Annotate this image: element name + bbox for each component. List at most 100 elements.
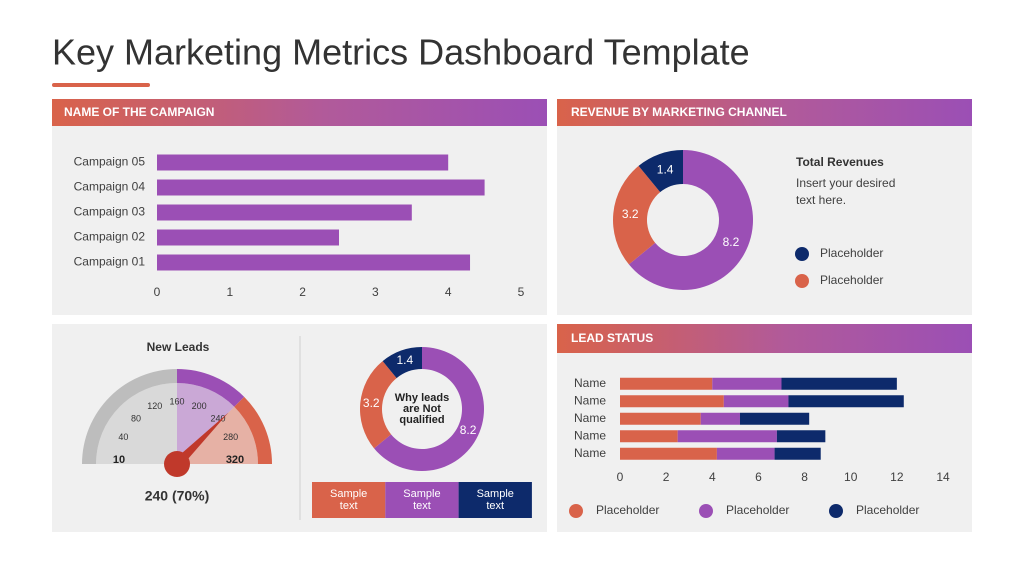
x-tick-label: 6	[755, 470, 762, 484]
donut-slice	[613, 165, 661, 265]
gauge-tick-label: 240	[210, 413, 225, 423]
x-tick-label: 4	[709, 470, 716, 484]
bar-segment	[723, 395, 789, 408]
page-title: Key Marketing Metrics Dashboard Template	[52, 32, 750, 73]
data-label: 8.2	[723, 235, 740, 249]
legend-marker	[795, 274, 809, 288]
gauge-band	[234, 396, 272, 464]
gauge-needle	[173, 412, 229, 468]
panel-title: LEAD STATUS	[571, 331, 653, 345]
legend-box	[458, 482, 532, 518]
data-label: 1.4	[396, 353, 413, 367]
panel-header	[52, 99, 547, 126]
panel-header	[557, 324, 972, 353]
x-tick-label: 3	[372, 285, 379, 299]
category-label: Campaign 04	[74, 180, 146, 194]
bar-segment	[776, 430, 826, 443]
category-label: Name	[574, 393, 606, 407]
bar	[157, 254, 471, 271]
bar-segment	[781, 377, 897, 390]
data-label: 1.4	[657, 162, 674, 176]
category-label: Campaign 03	[74, 205, 146, 219]
gauge-tick-label: 320	[226, 454, 244, 466]
bar-segment	[620, 377, 713, 390]
category-label: Name	[574, 411, 606, 425]
category-label: Campaign 05	[74, 155, 146, 169]
donut-slice	[628, 150, 754, 290]
center-label-box: Why leads are Not qualified	[394, 391, 450, 426]
data-label: 8.2	[460, 423, 477, 437]
x-tick-label: 4	[445, 285, 452, 299]
bar-segment	[620, 412, 701, 425]
panel-header	[557, 99, 972, 126]
gauge-tick-label: 200	[192, 401, 207, 411]
category-label: Name	[574, 376, 606, 390]
title-underline	[52, 83, 150, 87]
donut-slice	[360, 361, 397, 449]
gauge-hub	[164, 451, 190, 477]
bar-segment	[712, 377, 782, 390]
gauge-tick-label: 10	[113, 454, 125, 466]
gauge-tick-label: 40	[118, 432, 128, 442]
bar-segment	[620, 447, 717, 460]
data-label: 3.2	[363, 396, 380, 410]
gauge-fill	[177, 406, 258, 464]
gauge-band	[82, 369, 177, 464]
legend-label: Placeholder	[726, 503, 789, 517]
bar-segment	[774, 447, 821, 460]
bar	[157, 179, 485, 196]
gauge-fill	[177, 383, 235, 464]
gauge-tick-label: 280	[223, 432, 238, 442]
x-tick-label: 14	[936, 470, 950, 484]
donut-slice	[382, 347, 422, 379]
panel-title: REVENUE BY MARKETING CHANNEL	[571, 105, 787, 119]
donut-slice	[638, 150, 683, 193]
legend-marker	[569, 504, 583, 518]
x-tick-label: 2	[663, 470, 670, 484]
x-tick-label: 2	[299, 285, 306, 299]
x-tick-label: 8	[801, 470, 808, 484]
x-tick-label: 12	[890, 470, 904, 484]
legend-marker	[699, 504, 713, 518]
note-text: Insert your desired text here.	[796, 176, 896, 207]
legend-marker	[795, 247, 809, 261]
panel-title: NAME OF THE CAMPAIGN	[64, 105, 214, 119]
bar	[157, 154, 449, 171]
data-label: 3.2	[622, 207, 639, 221]
note-title: Total Revenues	[796, 155, 884, 169]
legend-label: Placeholder	[820, 273, 883, 287]
gauge-fill	[96, 383, 177, 464]
legend-label-box: Sample text	[403, 488, 441, 512]
x-tick-label: 5	[518, 285, 525, 299]
bar	[157, 229, 339, 246]
legend-box	[385, 482, 459, 518]
legend-marker	[829, 504, 843, 518]
x-tick-label: 1	[226, 285, 233, 299]
legend-label: Sample text	[476, 488, 514, 512]
bar-segment	[700, 412, 740, 425]
bar-segment	[788, 395, 904, 408]
bar	[157, 204, 412, 221]
legend-label: Sample text	[403, 488, 441, 512]
bar-segment	[620, 430, 678, 443]
gauge-title: New Leads	[147, 340, 210, 354]
bar-segment	[716, 447, 775, 460]
center-label: Why leads are Not qualified	[394, 391, 450, 426]
category-label: Name	[574, 446, 606, 460]
gauge-value: 240 (70%)	[145, 488, 210, 504]
bar-segment	[677, 430, 777, 443]
legend-box	[312, 482, 386, 518]
note-text-box: Insert your desired text here.	[796, 176, 896, 207]
legend-label: Sample text	[330, 488, 368, 512]
x-tick-label: 0	[617, 470, 624, 484]
x-tick-label: 10	[844, 470, 858, 484]
panel	[557, 324, 972, 532]
legend-label: Placeholder	[596, 503, 659, 517]
legend-label-box: Sample text	[330, 488, 368, 512]
legend-label-box: Sample text	[476, 488, 514, 512]
donut-slice	[374, 347, 485, 471]
category-label: Campaign 02	[74, 230, 146, 244]
bar-segment	[739, 412, 810, 425]
legend-label: Placeholder	[820, 246, 883, 260]
